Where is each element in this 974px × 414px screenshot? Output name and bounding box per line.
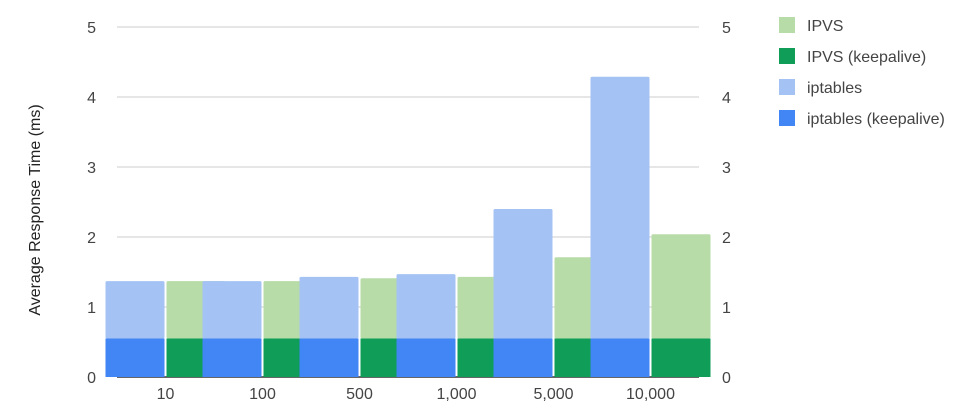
bar-iptables-5	[590, 76, 650, 339]
x-tick-labels: 10 100 500 1,000 5,000 10,000	[157, 386, 675, 403]
y-tick-labels-right: 0 1 2 3 4 5	[722, 20, 731, 387]
bar-iptables-keepalive-1	[202, 338, 262, 377]
bar-iptables-1	[202, 281, 262, 339]
legend-label: iptables	[807, 80, 862, 97]
bar-iptables-3	[396, 274, 456, 339]
legend-swatch	[779, 17, 795, 33]
y-tick-label-right: 4	[722, 90, 731, 107]
bar-iptables-4	[493, 209, 553, 339]
bar-iptables-2	[299, 276, 359, 339]
legend-label: iptables (keepalive)	[807, 111, 945, 128]
y-tick-label-right: 5	[722, 20, 731, 37]
bar-ipvs-5	[651, 234, 711, 339]
legend: IPVS IPVS (keepalive) iptables iptables (ke…	[779, 17, 945, 128]
x-tick-label: 1,000	[436, 386, 476, 403]
x-tick-label: 10,000	[626, 386, 675, 403]
y-tick-label-right: 2	[722, 230, 731, 247]
bar-iptables-keepalive-3	[396, 338, 456, 377]
bar-iptables-keepalive-0	[105, 338, 165, 377]
y-axis-title: Average Response Time (ms)	[27, 104, 44, 315]
legend-swatch	[779, 48, 795, 64]
y-tick-label: 4	[87, 90, 96, 107]
y-tick-label: 2	[87, 230, 96, 247]
y-tick-labels-left: 0 1 2 3 4 5	[87, 20, 96, 387]
legend-label: IPVS	[807, 18, 843, 35]
bar-ipvs-keepalive-5	[651, 338, 711, 377]
legend-swatch	[779, 110, 795, 126]
y-tick-label: 1	[87, 300, 96, 317]
bar-iptables-keepalive-5	[590, 338, 650, 377]
x-tick-label: 5,000	[533, 386, 573, 403]
bar-iptables-0	[105, 281, 165, 339]
bars	[105, 76, 711, 377]
bar-iptables-keepalive-4	[493, 338, 553, 377]
y-tick-label: 5	[87, 20, 96, 37]
x-tick-label: 10	[157, 386, 175, 403]
y-tick-label: 3	[87, 160, 96, 177]
legend-label: IPVS (keepalive)	[807, 49, 926, 66]
y-tick-label-right: 3	[722, 160, 731, 177]
legend-swatch	[779, 79, 795, 95]
y-tick-label: 0	[87, 370, 96, 387]
x-tick-label: 100	[249, 386, 276, 403]
x-tick-label: 500	[346, 386, 373, 403]
y-tick-label-right: 1	[722, 300, 731, 317]
y-tick-label-right: 0	[722, 370, 731, 387]
bar-iptables-keepalive-2	[299, 338, 359, 377]
